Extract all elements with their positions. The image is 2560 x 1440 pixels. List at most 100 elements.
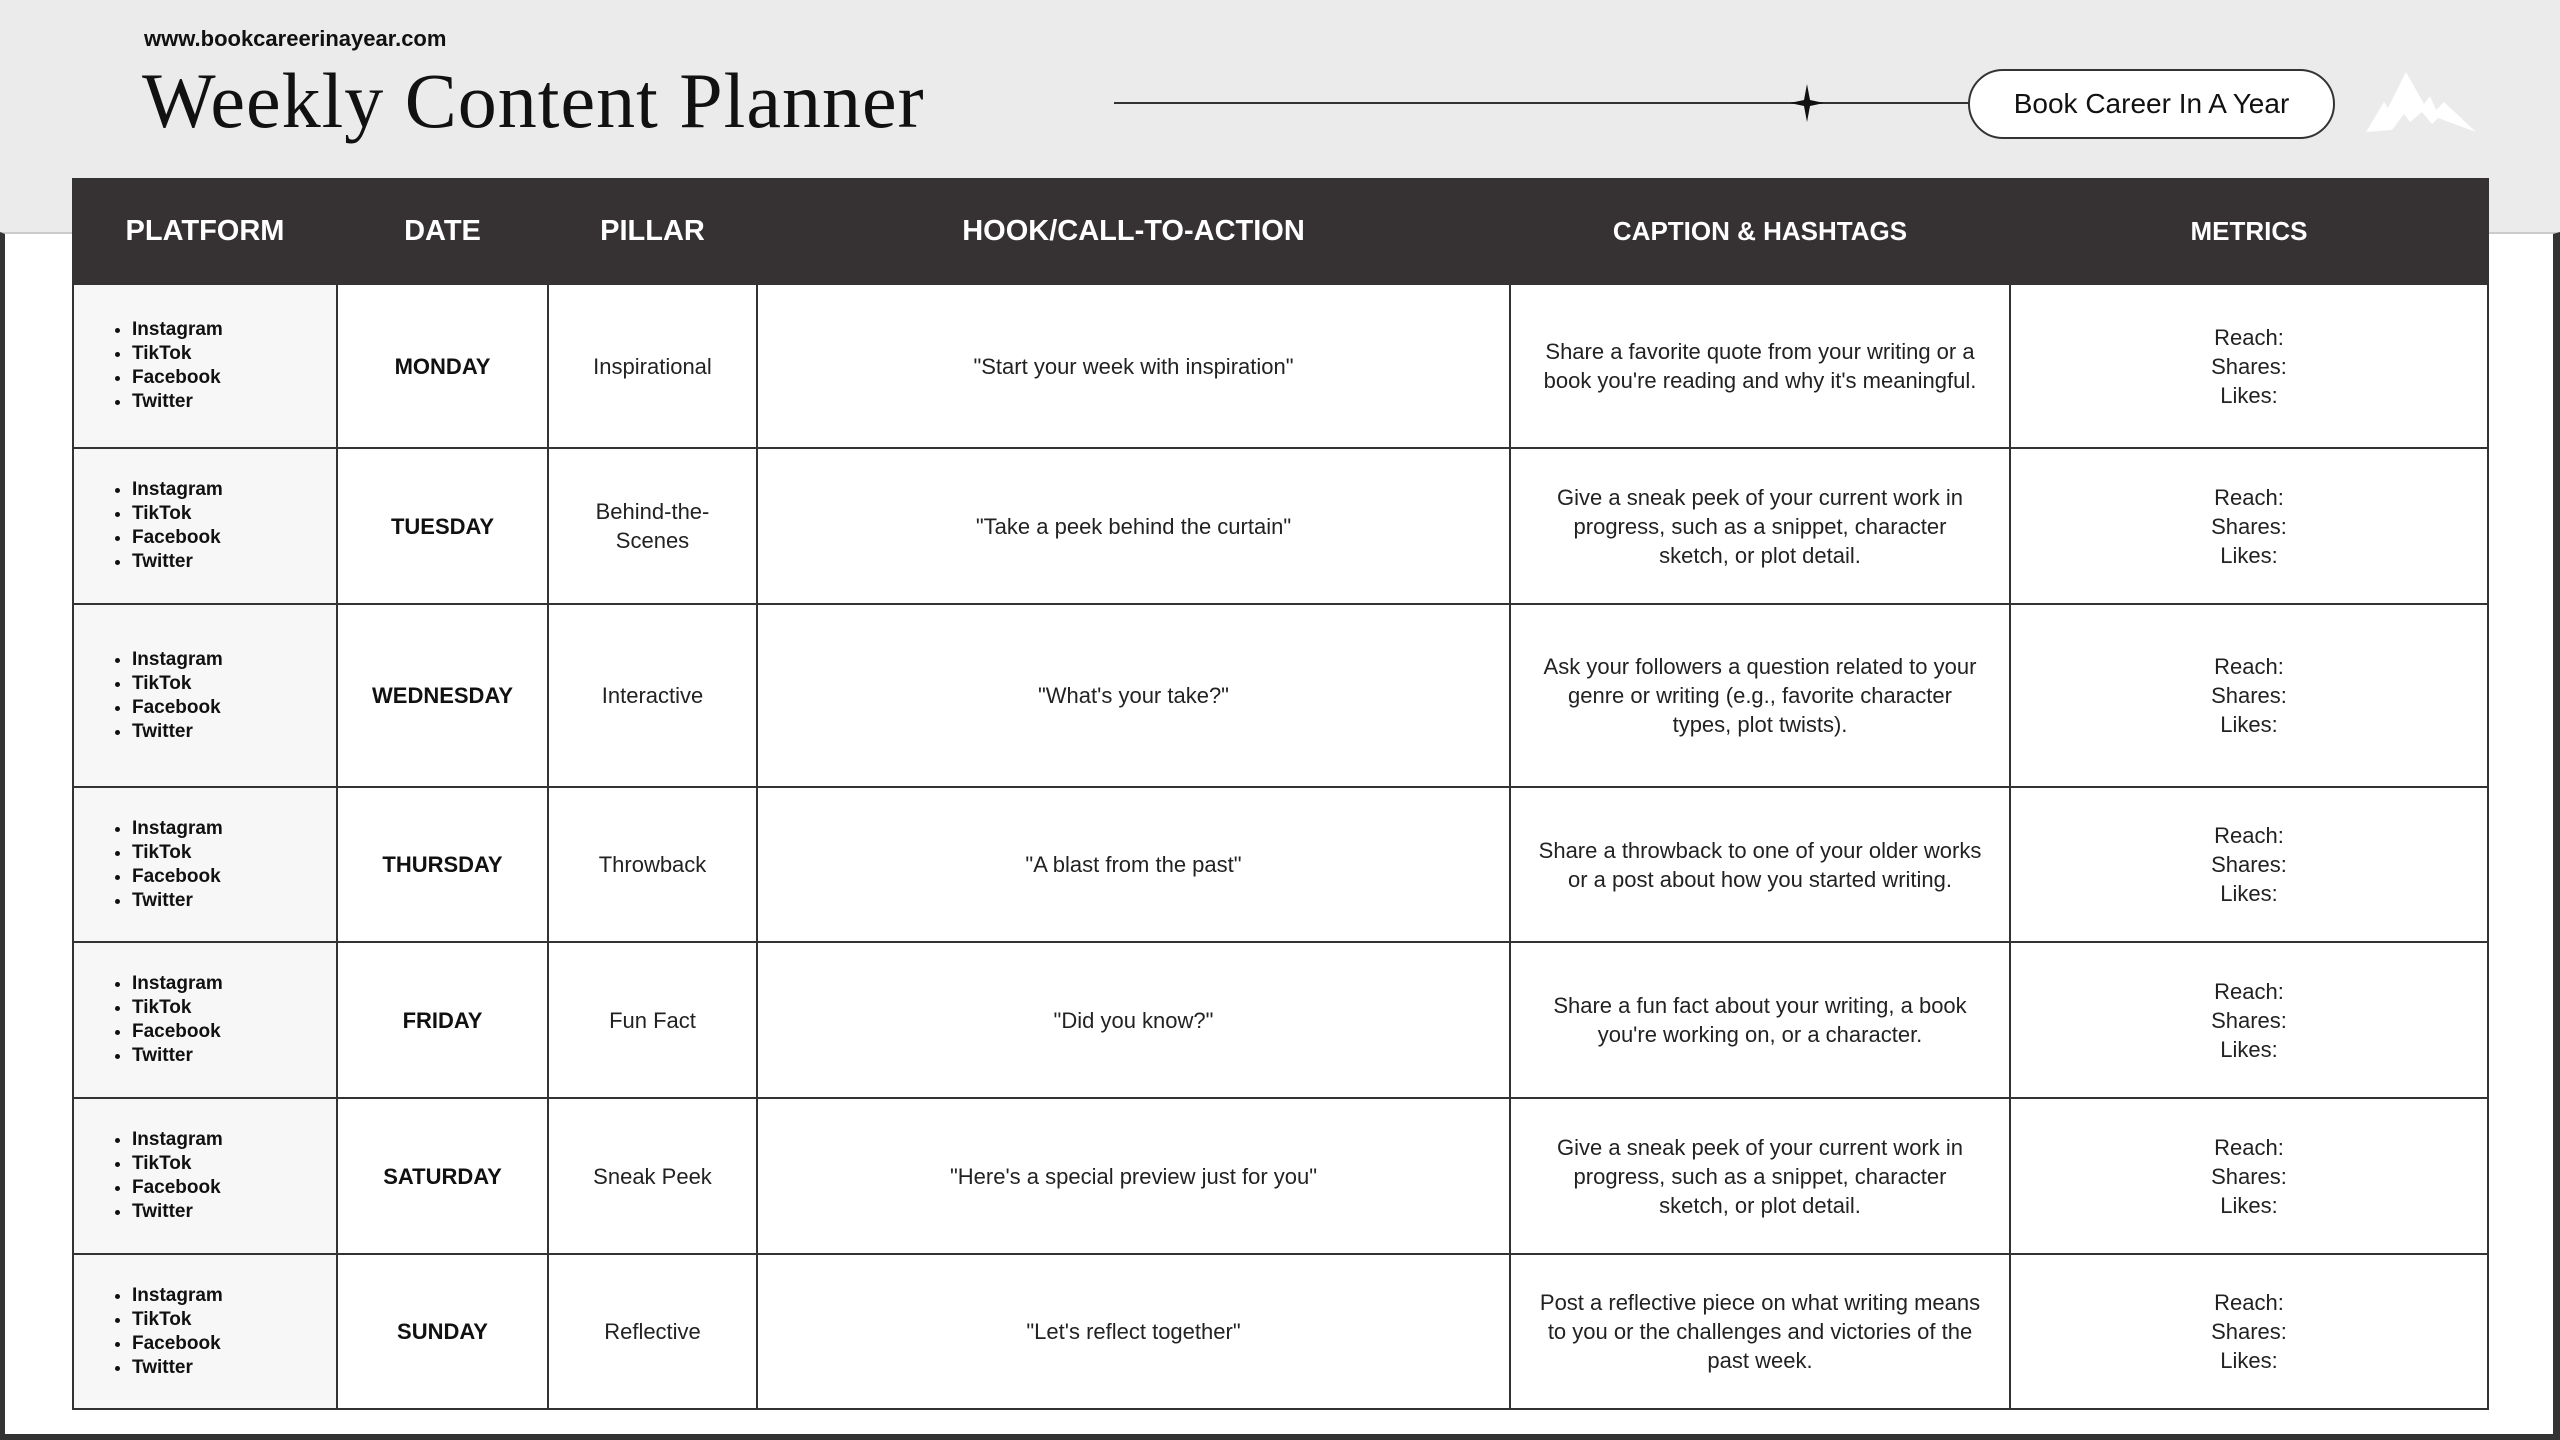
metric-label: Shares: bbox=[2211, 513, 2287, 539]
metric-label: Reach: bbox=[2214, 654, 2284, 679]
table-row: InstagramTikTokFacebookTwitterSUNDAYRefl… bbox=[72, 1253, 2489, 1410]
caption-cell: Share a throwback to one of your older w… bbox=[1509, 786, 2011, 943]
metric-label: Shares: bbox=[2211, 1163, 2287, 1189]
metric-label: Reach: bbox=[2214, 324, 2284, 350]
caption-cell: Share a fun fact about your writing, a b… bbox=[1509, 941, 2011, 1099]
table-row: InstagramTikTokFacebookTwitterTHURSDAYTh… bbox=[72, 786, 2489, 943]
metric-label: Reach: bbox=[2214, 1290, 2284, 1315]
pillar-cell: Interactive bbox=[547, 603, 758, 788]
caption-cell: Ask your followers a question related to… bbox=[1509, 603, 2011, 788]
metric-label: Shares: bbox=[2211, 852, 2287, 877]
platform-item: Twitter bbox=[132, 1356, 336, 1380]
platform-item: Twitter bbox=[132, 1200, 336, 1224]
metric-label: Likes: bbox=[2220, 1036, 2278, 1062]
platform-list: InstagramTikTokFacebookTwitter bbox=[102, 817, 336, 913]
metrics-cell[interactable]: Reach: Shares: Likes: bbox=[2009, 941, 2489, 1099]
metrics-cell[interactable]: Reach: Shares: Likes: bbox=[2009, 283, 2489, 449]
sparkle-star-icon bbox=[1790, 84, 1824, 122]
metric-label: Likes: bbox=[2220, 881, 2278, 906]
date-cell: MONDAY bbox=[336, 283, 549, 449]
table-row: InstagramTikTokFacebookTwitterSATURDAYSn… bbox=[72, 1097, 2489, 1255]
platform-item: TikTok bbox=[132, 672, 336, 696]
platform-item: Facebook bbox=[132, 1176, 336, 1200]
metric-label: Likes: bbox=[2220, 712, 2278, 737]
column-header-platform: PLATFORM bbox=[72, 178, 338, 285]
platform-item: TikTok bbox=[132, 996, 336, 1020]
platform-list: InstagramTikTokFacebookTwitter bbox=[102, 1128, 336, 1224]
platform-item: Twitter bbox=[132, 720, 336, 744]
platform-item: TikTok bbox=[132, 1152, 336, 1176]
platform-item: Twitter bbox=[132, 550, 336, 574]
column-header-hook: HOOK/CALL-TO-ACTION bbox=[756, 178, 1511, 285]
platform-item: Twitter bbox=[132, 390, 336, 414]
platform-item: Facebook bbox=[132, 526, 336, 550]
table-row: InstagramTikTokFacebookTwitterMONDAYInsp… bbox=[72, 283, 2489, 449]
platform-item: Instagram bbox=[132, 1128, 336, 1152]
platform-cell: InstagramTikTokFacebookTwitter bbox=[72, 1097, 338, 1255]
metrics-cell[interactable]: Reach: Shares: Likes: bbox=[2009, 603, 2489, 788]
metrics-cell[interactable]: Reach: Shares: Likes: bbox=[2009, 447, 2489, 605]
metric-label: Reach: bbox=[2214, 1134, 2284, 1160]
caption-cell: Post a reflective piece on what writing … bbox=[1509, 1253, 2011, 1410]
platform-cell: InstagramTikTokFacebookTwitter bbox=[72, 786, 338, 943]
metric-label: Likes: bbox=[2220, 542, 2278, 568]
date-cell: TUESDAY bbox=[336, 447, 549, 605]
caption-cell: Share a favorite quote from your writing… bbox=[1509, 283, 2011, 449]
column-header-pillar: PILLAR bbox=[547, 178, 758, 285]
metric-label: Shares: bbox=[2211, 1319, 2287, 1344]
column-header-date: DATE bbox=[336, 178, 549, 285]
platform-item: TikTok bbox=[132, 841, 336, 865]
metric-label: Shares: bbox=[2211, 683, 2287, 708]
mountain-logo-icon bbox=[2366, 72, 2476, 132]
pillar-cell: Sneak Peek bbox=[547, 1097, 758, 1255]
table-row: InstagramTikTokFacebookTwitterWEDNESDAYI… bbox=[72, 603, 2489, 788]
metric-label: Reach: bbox=[2214, 823, 2284, 848]
platform-item: Twitter bbox=[132, 1044, 336, 1068]
column-header-caption: CAPTION & HASHTAGS bbox=[1509, 178, 2011, 285]
caption-cell: Give a sneak peek of your current work i… bbox=[1509, 1097, 2011, 1255]
platform-item: Instagram bbox=[132, 972, 336, 996]
date-cell: WEDNESDAY bbox=[336, 603, 549, 788]
platform-item: Facebook bbox=[132, 696, 336, 720]
platform-cell: InstagramTikTokFacebookTwitter bbox=[72, 603, 338, 788]
hook-cell: "Here's a special preview just for you" bbox=[756, 1097, 1511, 1255]
pillar-cell: Reflective bbox=[547, 1253, 758, 1410]
metric-label: Likes: bbox=[2220, 1348, 2278, 1373]
platform-item: Instagram bbox=[132, 648, 336, 672]
pillar-cell: Inspirational bbox=[547, 283, 758, 449]
metrics-cell[interactable]: Reach: Shares: Likes: bbox=[2009, 1097, 2489, 1255]
table-row: InstagramTikTokFacebookTwitterFRIDAYFun … bbox=[72, 941, 2489, 1099]
divider-line bbox=[1114, 102, 1969, 104]
table-row: InstagramTikTokFacebookTwitterTUESDAYBeh… bbox=[72, 447, 2489, 605]
metric-label: Likes: bbox=[2220, 1192, 2278, 1218]
platform-item: Instagram bbox=[132, 817, 336, 841]
caption-cell: Give a sneak peek of your current work i… bbox=[1509, 447, 2011, 605]
platform-list: InstagramTikTokFacebookTwitter bbox=[102, 1284, 336, 1380]
pillar-cell: Throwback bbox=[547, 786, 758, 943]
hook-cell: "What's your take?" bbox=[756, 603, 1511, 788]
platform-item: TikTok bbox=[132, 502, 336, 526]
brand-pill: Book Career In A Year bbox=[1968, 69, 2335, 139]
platform-item: Facebook bbox=[132, 366, 336, 390]
platform-item: TikTok bbox=[132, 1308, 336, 1332]
platform-item: Facebook bbox=[132, 1332, 336, 1356]
hook-cell: "Start your week with inspiration" bbox=[756, 283, 1511, 449]
metric-label: Reach: bbox=[2214, 978, 2284, 1004]
metrics-cell[interactable]: Reach: Shares: Likes: bbox=[2009, 1253, 2489, 1410]
platform-cell: InstagramTikTokFacebookTwitter bbox=[72, 447, 338, 605]
platform-cell: InstagramTikTokFacebookTwitter bbox=[72, 283, 338, 449]
metrics-cell[interactable]: Reach: Shares: Likes: bbox=[2009, 786, 2489, 943]
platform-item: Instagram bbox=[132, 478, 336, 502]
metric-label: Shares: bbox=[2211, 353, 2287, 379]
website-url[interactable]: www.bookcareerinayear.com bbox=[144, 26, 447, 51]
pillar-cell: Fun Fact bbox=[547, 941, 758, 1099]
platform-cell: InstagramTikTokFacebookTwitter bbox=[72, 941, 338, 1099]
date-cell: FRIDAY bbox=[336, 941, 549, 1099]
date-cell: THURSDAY bbox=[336, 786, 549, 943]
platform-item: Twitter bbox=[132, 889, 336, 913]
platform-list: InstagramTikTokFacebookTwitter bbox=[102, 972, 336, 1068]
platform-cell: InstagramTikTokFacebookTwitter bbox=[72, 1253, 338, 1410]
platform-item: Facebook bbox=[132, 865, 336, 889]
page-title: Weekly Content Planner bbox=[142, 57, 925, 144]
date-cell: SATURDAY bbox=[336, 1097, 549, 1255]
